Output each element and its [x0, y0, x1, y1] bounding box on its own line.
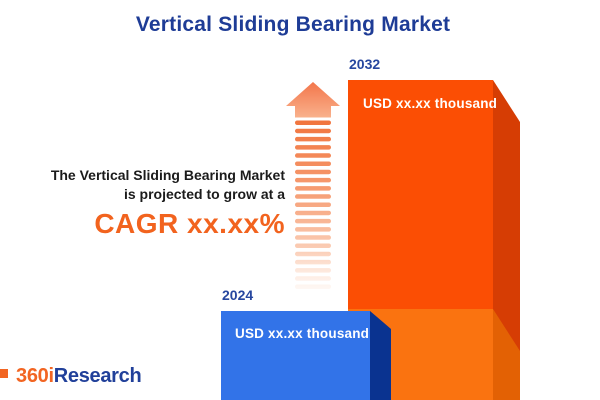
- bar-2024-value-label: USD xx.xx thousand: [235, 326, 370, 341]
- bar-2024: [221, 311, 391, 400]
- bar-2032-year-label: 2032: [349, 56, 381, 72]
- tagline-line1: The Vertical Sliding Bearing Market: [50, 167, 285, 183]
- arrow-head-icon: [286, 82, 340, 118]
- bar-2024-side: [370, 311, 391, 400]
- bar-2024-year-label: 2024: [222, 287, 254, 303]
- page-title: Vertical Sliding Bearing Market: [135, 13, 451, 36]
- arrow-shaft-dashes: [295, 120, 331, 289]
- bar-2024-front: [221, 311, 370, 400]
- tagline: The Vertical Sliding Bearing Market is p…: [15, 166, 285, 239]
- bar-2032-side-lower-segment: [493, 309, 520, 400]
- bar-2032-value-label: USD xx.xx thousand: [363, 96, 498, 111]
- tagline-line2: is projected to grow at a: [123, 186, 285, 202]
- growth-arrow: [286, 82, 340, 289]
- cagr-text: CAGR xx.xx%: [94, 208, 285, 239]
